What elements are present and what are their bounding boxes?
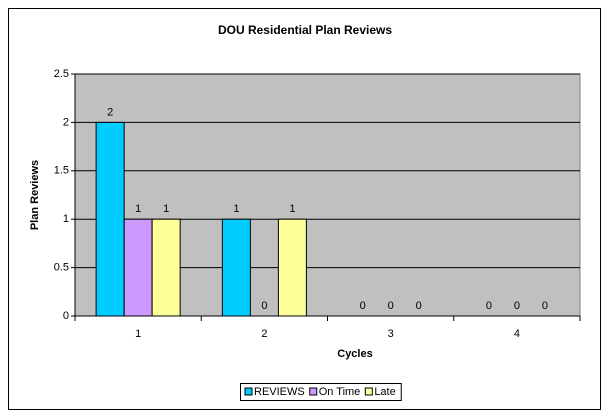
bar <box>221 218 251 317</box>
x-tick-label: 1 <box>135 328 141 340</box>
bar <box>123 218 153 317</box>
legend-swatch <box>244 387 253 396</box>
legend-label: On Time <box>319 386 361 398</box>
data-label: 1 <box>289 203 295 215</box>
chart-title: DOU Residential Plan Reviews <box>218 23 392 37</box>
data-label: 0 <box>542 300 548 312</box>
y-tick-label: 0.5 <box>54 262 69 274</box>
x-axis-label: Cycles <box>337 348 372 360</box>
legend-swatch <box>309 387 318 396</box>
bar <box>151 218 181 317</box>
y-tick-label: 1 <box>63 213 69 225</box>
y-tick-label: 1.5 <box>54 165 69 177</box>
bar <box>95 121 125 317</box>
data-label: 2 <box>107 106 113 118</box>
data-label: 1 <box>163 203 169 215</box>
data-label: 1 <box>233 203 239 215</box>
x-tick-label: 4 <box>514 328 520 340</box>
data-label: 0 <box>514 300 520 312</box>
x-tick-label: 3 <box>388 328 394 340</box>
data-label: 0 <box>388 300 394 312</box>
data-label: 0 <box>486 300 492 312</box>
legend <box>240 383 402 401</box>
y-tick-label: 2.5 <box>54 68 69 80</box>
data-label: 0 <box>416 300 422 312</box>
y-axis-label: Plan Reviews <box>29 160 41 230</box>
legend-label: REVIEWS <box>254 386 305 398</box>
y-tick-label: 0 <box>63 310 69 322</box>
data-label: 0 <box>360 300 366 312</box>
x-tick-label: 2 <box>261 328 267 340</box>
bar <box>277 218 307 317</box>
data-label: 1 <box>135 203 141 215</box>
legend-swatch <box>364 387 373 396</box>
data-label: 0 <box>261 300 267 312</box>
y-tick-label: 2 <box>63 116 69 128</box>
legend-label: Late <box>374 386 395 398</box>
